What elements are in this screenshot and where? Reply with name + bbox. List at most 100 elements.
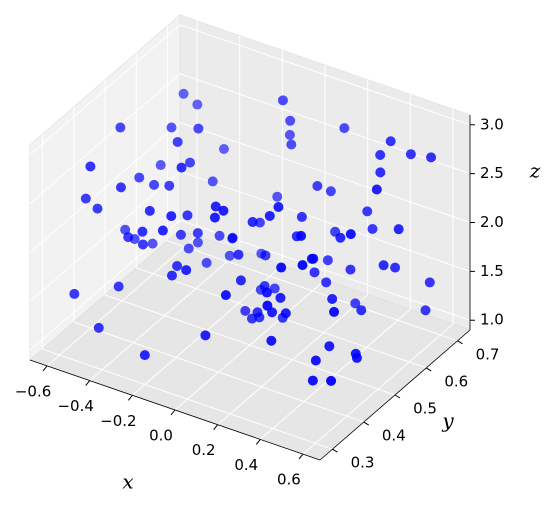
grid-line [179,73,471,175]
data-point [339,123,350,134]
grid-line [42,348,333,450]
grid-line [29,24,181,156]
data-point [286,139,297,150]
data-point [207,176,218,187]
data-point [155,160,166,171]
data-point [321,277,332,288]
x-tick-label: −0.6 [15,382,51,400]
data-point [123,232,134,243]
y-tick-label: 0.6 [444,372,468,390]
data-point [193,123,204,134]
data-point [269,283,280,294]
data-point [309,267,320,278]
data-point [113,281,124,292]
axis-line [319,329,471,461]
data-point [149,179,160,190]
data-point [261,287,272,298]
data-point [393,224,404,235]
data-point [329,306,340,317]
x-tick-label: −0.2 [100,412,136,430]
tick-mark [332,448,338,453]
data-point [137,239,148,250]
data-point [371,184,382,195]
data-point [351,352,362,363]
data-point [166,211,177,222]
data-point [147,238,158,249]
data-point [324,341,335,352]
data-point [284,129,295,140]
data-point [308,253,319,264]
data-point [390,262,401,273]
data-point [260,250,271,261]
data-point [420,305,431,316]
tick-mark [213,424,219,431]
tick-mark [425,367,432,372]
data-point [115,122,126,133]
tick-mark [457,340,463,345]
data-point [266,335,277,346]
data-point [385,136,396,147]
y-axis-label: y [441,409,454,433]
axis-line [29,359,321,461]
z-tick-label: 1.0 [480,311,504,329]
z-tick-label: 1.5 [480,262,504,280]
data-point [93,322,104,333]
data-point [327,293,338,304]
data-point [247,217,258,228]
data-point [276,262,287,273]
data-point [264,210,275,221]
x-tick-label: −0.4 [57,397,93,415]
grid-line [29,170,181,302]
data-point [233,249,244,260]
data-point [178,88,189,99]
data-point [185,157,195,168]
tick-mark [394,394,401,399]
tick-mark [363,421,370,426]
data-point [296,230,307,241]
x-axis-label: x [122,470,133,494]
data-point [375,149,386,160]
z-axis-label: z [529,159,541,183]
data-point [224,250,235,261]
data-point [277,95,288,106]
data-point [183,243,194,254]
data-point [280,308,291,319]
data-point [172,136,183,147]
grid-line [179,122,471,223]
data-point [176,162,187,173]
grid-line [179,170,471,272]
data-point [181,265,192,276]
y-tick-label: 0.4 [382,427,406,445]
data-point [192,237,203,248]
tick-mark [42,365,48,372]
data-point [214,230,225,241]
data-point [254,217,265,228]
data-point [157,225,168,236]
data-point [356,305,367,316]
data-point [210,201,221,212]
z-tick-label: 2.5 [480,164,504,182]
data-point [115,182,126,193]
data-point [345,264,356,275]
data-point [296,211,307,222]
data-point [182,210,193,221]
data-point [200,330,211,341]
data-point [273,201,284,212]
data-point [378,260,389,271]
data-point [262,300,273,311]
z-tick-label: 2.0 [480,213,504,231]
y-tick-label: 0.7 [476,345,500,363]
grid-line [73,321,364,423]
data-point [220,290,231,301]
data-point [92,203,103,214]
data-point [350,298,361,309]
data-point [209,212,220,223]
x-tick-label: 0.2 [192,441,216,459]
x-tick-label: 0.0 [149,427,173,445]
data-point [164,180,175,191]
data-point [134,172,145,183]
data-point [362,206,373,217]
grid-line [29,73,181,205]
x-tick-label: 0.6 [277,471,301,489]
